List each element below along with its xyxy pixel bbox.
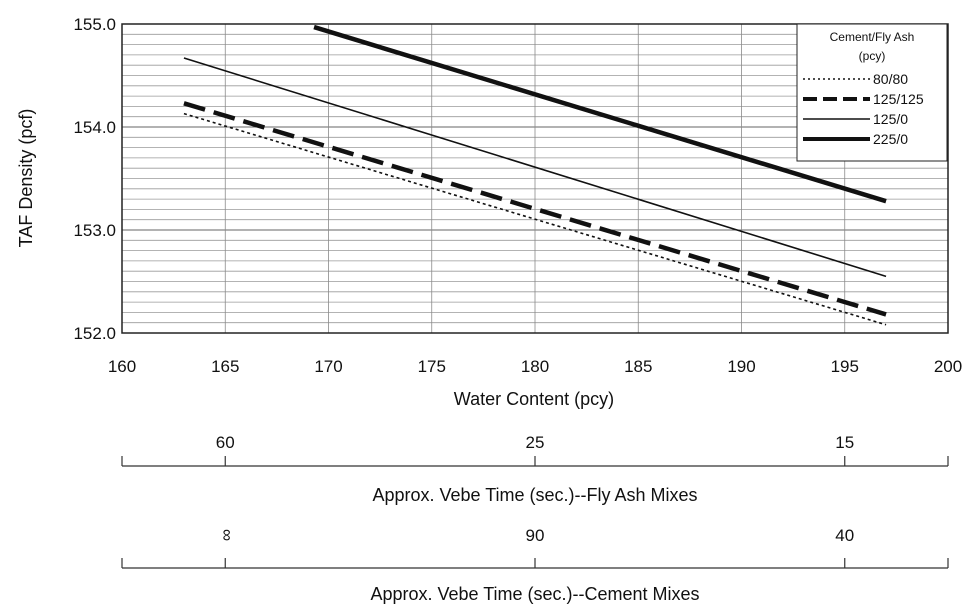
vebe-axis-title: Approx. Vebe Time (sec.)--Fly Ash Mixes: [372, 485, 697, 505]
legend-title-line1: Cement/Fly Ash: [830, 30, 915, 44]
legend-label-125-0: 125/0: [873, 111, 908, 127]
x-tick-label: 180: [521, 357, 549, 376]
series-line-125-125: [183, 101, 887, 317]
legend-title-line2: (pcy): [859, 49, 886, 63]
plot-frame: [121, 23, 949, 334]
vebe-tick-label: 90: [526, 526, 545, 545]
vebe-tick-label: 60: [216, 433, 235, 452]
vebe-tick-label: 25: [526, 433, 545, 452]
x-tick-label: 165: [211, 357, 239, 376]
vebe-tick-label: 15: [835, 433, 854, 452]
y-tick-label: 154.0: [73, 118, 116, 137]
legend-label-80-80: 80/80: [873, 71, 908, 87]
x-tick-label: 185: [624, 357, 652, 376]
vebe-axis-title: Approx. Vebe Time (sec.)--Cement Mixes: [370, 584, 699, 604]
axes: 160 165 170 175 180 185 190 195 200 152.0 153.0 154…: [73, 15, 962, 376]
series-layer: [183, 24, 887, 326]
legend-label-125-125: 125/125: [873, 91, 924, 107]
y-tick-label: 152.0: [73, 324, 116, 343]
y-axis-title: TAF Density (pcf): [16, 109, 36, 248]
legend: Cement/Fly Ash (pcy) 80/80 125/125 125/0 22…: [796, 23, 948, 162]
x-axis-title: Water Content (pcy): [454, 389, 614, 409]
series-line-125-0: [183, 57, 887, 278]
x-tick-label: 160: [108, 357, 136, 376]
series-line-225-0: [313, 24, 887, 204]
x-tick-label: 170: [314, 357, 342, 376]
vebe-tick-label: 40: [835, 526, 854, 545]
secondary-axes: 60 25 15 Approx. Vebe Time (sec.)--Fly Ash …: [121, 433, 949, 604]
legend-label-225-0: 225/0: [873, 131, 908, 147]
y-tick-label: 153.0: [73, 221, 116, 240]
vebe-tick-label: ∞: [216, 529, 235, 541]
y-tick-label: 155.0: [73, 15, 116, 34]
x-tick-label: 190: [727, 357, 755, 376]
series-line-80-80: [183, 112, 887, 326]
x-tick-label: 175: [418, 357, 446, 376]
legend-items: 80/80 125/125 125/0 225/0: [803, 71, 924, 147]
x-tick-label: 195: [831, 357, 859, 376]
x-tick-label: 200: [934, 357, 962, 376]
